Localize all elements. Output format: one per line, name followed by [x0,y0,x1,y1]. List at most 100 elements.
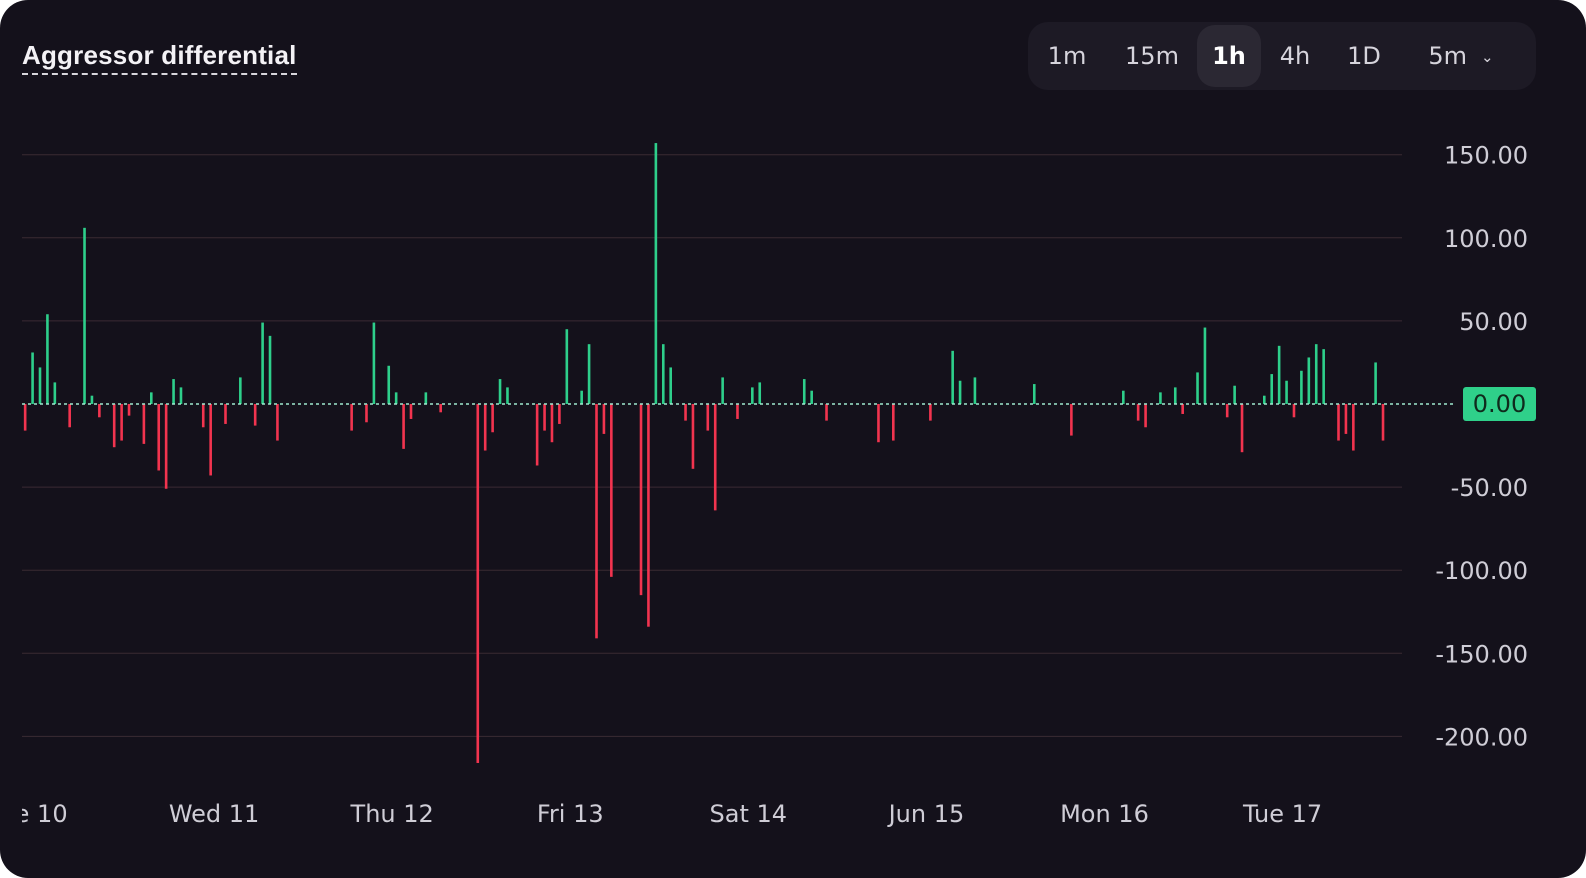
bar-negative [929,404,932,421]
bar-negative [491,404,494,433]
y-tick-label: 50.00 [1459,308,1528,336]
bar-positive [751,387,754,404]
bar-positive [1196,372,1199,404]
bar-negative [1292,404,1296,418]
chart-title[interactable]: Aggressor differential [22,40,297,75]
bar-negative [595,404,598,639]
zero-value-badge: 0.00 [1463,387,1536,421]
bar-negative [350,404,353,431]
bar-negative [647,404,650,627]
bar-negative [209,404,212,476]
bar-negative [253,404,257,426]
bar-positive [758,382,762,404]
bar-positive [83,227,86,404]
bar-negative [1225,404,1229,418]
timeframe-15m[interactable]: 15m [1114,25,1190,87]
bar-positive [1300,370,1303,404]
bar-negative [543,404,546,431]
bar-negative [409,404,413,419]
bar-positive [1285,380,1288,404]
bar-negative [558,404,561,424]
timeframe-4h[interactable]: 4h [1270,25,1320,87]
bar-negative [127,404,131,416]
bar-positive [424,392,428,404]
bar-positive [1277,345,1281,404]
timeframe-label: 1D [1347,42,1381,70]
timeframe-label: 5m [1428,42,1468,70]
bar-negative [1070,404,1073,436]
bar-positive [31,352,34,404]
bar-positive [1307,357,1311,404]
bar-negative [23,404,27,431]
bar-positive [661,344,665,404]
timeframe-1m[interactable]: 1m [1040,25,1094,87]
bar-negative [276,404,279,441]
bar-negative [1136,404,1140,421]
bar-positive [951,350,954,404]
bar-positive [1314,344,1318,404]
bar-negative [713,404,717,511]
bar-positive [973,377,977,404]
bar-negative [550,404,554,443]
bar-negative [1352,404,1355,451]
bar-positive [654,143,658,405]
bar-negative [877,404,880,443]
bar-negative [684,404,687,421]
bar-positive [172,379,175,404]
bar-negative [1144,404,1147,428]
x-tick-label: Wed 11 [169,800,260,828]
bar-positive [46,314,49,404]
bar-negative [1344,404,1348,434]
bar-negative [1181,404,1184,414]
x-tick-label: Tue 17 [1242,800,1322,828]
y-tick-label: -50.00 [1451,474,1528,502]
x-tick-label: Sat 14 [710,800,788,828]
bar-negative [120,404,123,441]
bar-negative [1381,404,1385,441]
bar-negative [602,404,606,434]
bar-negative [142,404,146,444]
bar-positive [810,390,813,404]
y-tick-label: -150.00 [1435,640,1528,668]
bar-negative [164,404,168,489]
bar-negative [706,404,710,431]
bar-negative [476,404,480,763]
bar-positive [239,377,242,404]
bar-positive [721,377,724,404]
bar-positive [179,387,183,404]
bar-positive [387,365,391,404]
bar-negative [157,404,161,471]
bar-positive [1270,374,1274,404]
bar-positive [958,380,962,404]
y-tick-label: -100.00 [1435,557,1528,585]
bar-positive [669,367,672,404]
bar-negative [691,404,695,469]
bar-negative [1240,404,1244,453]
bar-positive [1263,395,1266,404]
y-tick-label: 100.00 [1444,225,1528,253]
bar-positive [150,392,153,404]
bar-positive [1322,349,1325,404]
bar-positive [1203,327,1207,404]
bar-positive [394,392,398,404]
x-tick-label: Fri 13 [537,800,604,828]
bar-positive [587,344,591,404]
timeframe-1d[interactable]: 1D [1338,25,1390,87]
x-axis: Tue 10 Wed 11 Thu 12 Fri 13 Sat 14 Jun 15 Mon … [0,800,1322,828]
bar-negative [224,404,227,424]
bar-positive [268,335,272,404]
chevron-down-icon: ⌄ [1481,48,1494,66]
x-tick-label: Tue 10 [0,800,68,828]
bar-positive [38,367,42,404]
bar-negative [535,404,539,466]
bar-positive [506,387,509,404]
bar-positive [1173,387,1177,404]
timeframe-1h[interactable]: 1h [1197,25,1261,87]
bar-positive [802,379,806,404]
timeframe-dropdown[interactable]: 5m ⌄ [1416,25,1506,87]
bar-positive [90,395,94,404]
bar-negative [483,404,487,451]
bar-negative [1337,404,1340,441]
bar-negative [68,404,71,428]
